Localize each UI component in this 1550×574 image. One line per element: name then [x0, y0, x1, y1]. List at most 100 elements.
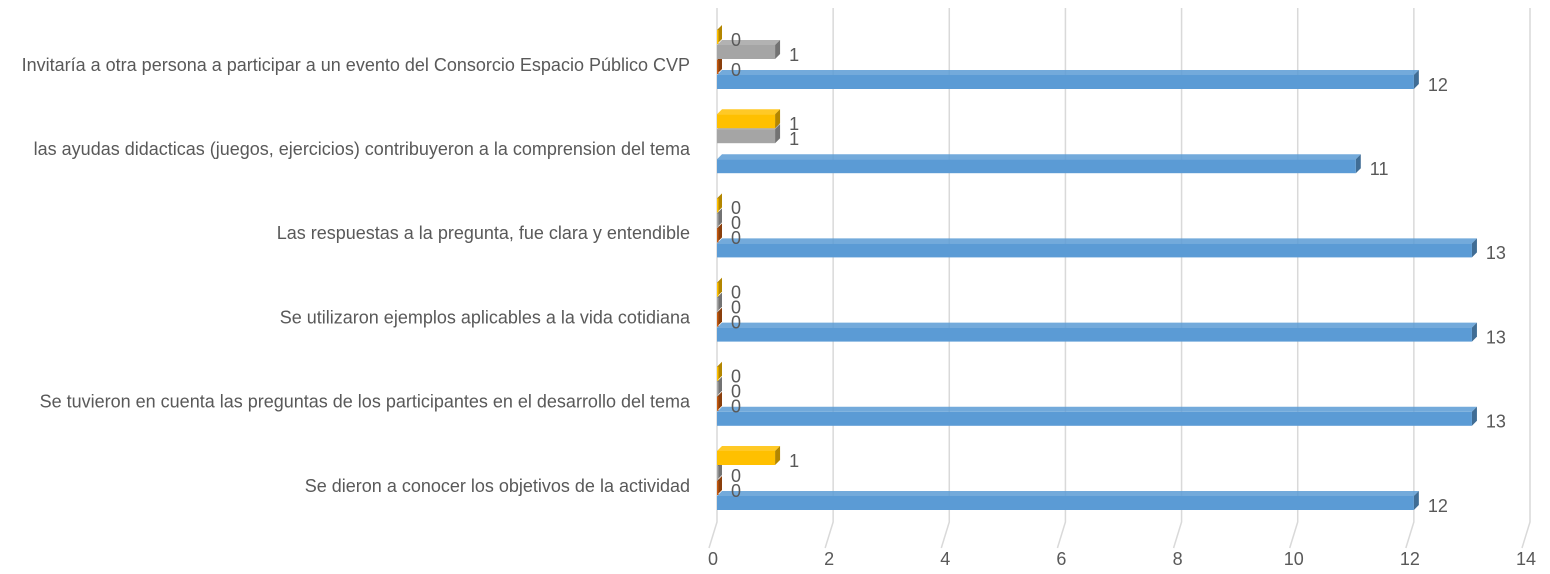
bar-front: [717, 282, 719, 297]
bar: [717, 193, 722, 213]
grid-line: [1405, 8, 1415, 549]
bar: [717, 307, 722, 327]
bar-front: [717, 114, 776, 129]
bar: [717, 55, 722, 74]
bar-top: [717, 40, 781, 45]
bar-top: [717, 446, 781, 451]
bar: [717, 461, 722, 480]
grid-line: [708, 8, 718, 549]
bar: [717, 238, 1477, 258]
bar: [717, 277, 722, 297]
value-label: 0: [731, 30, 741, 50]
bar-top: [717, 70, 1419, 75]
category-label: Se dieron a conocer los objetivos de la …: [305, 476, 690, 496]
bar: [717, 446, 781, 465]
value-label: 0: [731, 228, 741, 248]
bar-front: [717, 411, 1472, 426]
bar-side: [1471, 238, 1477, 258]
bar-front: [717, 60, 719, 74]
bar-front: [717, 243, 1472, 258]
value-label: 1: [789, 129, 799, 149]
bar-front: [717, 159, 1356, 174]
category-label: Se utilizaron ejemplos aplicables a la v…: [280, 307, 691, 327]
value-label: 12: [1428, 75, 1448, 95]
value-label: 0: [731, 213, 741, 233]
bar: [717, 223, 722, 243]
bar-side: [1355, 154, 1361, 174]
bar-front: [717, 213, 719, 228]
grid-line: [1172, 8, 1183, 549]
grid-line: [940, 8, 951, 549]
bar-front: [717, 466, 719, 480]
bar: [717, 154, 1361, 174]
bar-side: [775, 40, 781, 59]
value-label: 11: [1370, 159, 1389, 179]
bar-front: [717, 366, 719, 381]
value-label: 1: [789, 451, 799, 471]
x-tick-label: 0: [708, 549, 718, 569]
bar-top: [717, 406, 1477, 412]
bar-front: [717, 381, 719, 396]
bar-top: [717, 109, 781, 115]
value-label: 0: [731, 312, 741, 332]
bar-side: [1471, 406, 1477, 426]
bar: [717, 322, 1477, 342]
bar-side: [775, 124, 781, 144]
bar: [717, 208, 722, 228]
grid-line: [1521, 8, 1531, 549]
bar: [717, 361, 722, 381]
value-label: 12: [1428, 496, 1448, 516]
value-label: 0: [731, 481, 741, 501]
value-label: 1: [789, 114, 799, 134]
grid-line: [1056, 8, 1067, 549]
bar: [717, 70, 1419, 89]
category-label: Se tuvieron en cuenta las preguntas de l…: [40, 392, 691, 412]
bar: [717, 476, 722, 495]
value-label: 13: [1486, 412, 1506, 432]
bar-side: [1471, 322, 1477, 342]
x-tick-label: 2: [824, 549, 834, 569]
bar-front: [717, 481, 719, 495]
value-label: 0: [731, 382, 741, 402]
value-label: 0: [731, 282, 741, 302]
bar-front: [717, 228, 719, 243]
bar-side: [775, 446, 781, 465]
bar-front: [717, 496, 1414, 510]
bar-front: [717, 327, 1472, 342]
x-tick-label: 12: [1400, 549, 1420, 569]
bar-front: [717, 451, 776, 465]
bar: [717, 40, 781, 59]
value-label: 0: [731, 466, 741, 486]
bar: [717, 406, 1477, 426]
bar-front: [717, 396, 719, 411]
category-label: Las respuestas a la pregunta, fue clara …: [277, 223, 690, 243]
category-label: las ayudas didacticas (juegos, ejercicio…: [34, 139, 691, 159]
value-label: 13: [1486, 243, 1506, 263]
value-label: 0: [731, 297, 741, 317]
bar: [717, 391, 722, 411]
value-label: 13: [1486, 327, 1506, 347]
bar-front: [717, 75, 1414, 89]
bar-top: [717, 238, 1477, 244]
category-label: Invitaría a otra persona a participar a …: [22, 55, 690, 75]
bar-front: [717, 297, 719, 312]
bar-top: [717, 154, 1361, 160]
value-label: 0: [731, 367, 741, 387]
x-tick-label: 4: [940, 549, 950, 569]
bar-front: [717, 45, 776, 59]
bar: [717, 109, 781, 129]
value-label: 0: [731, 198, 741, 218]
bar-front: [717, 30, 719, 44]
bar-front: [717, 312, 719, 327]
bar-top: [717, 491, 1419, 496]
x-tick-label: 6: [1056, 549, 1066, 569]
grid-line: [824, 8, 834, 549]
x-tick-label: 8: [1173, 549, 1183, 569]
x-tick-label: 10: [1284, 549, 1304, 569]
bar: [717, 491, 1419, 510]
bar: [717, 25, 722, 44]
value-label: 1: [789, 45, 799, 65]
bar-side: [1413, 491, 1419, 510]
value-label: 0: [731, 397, 741, 417]
